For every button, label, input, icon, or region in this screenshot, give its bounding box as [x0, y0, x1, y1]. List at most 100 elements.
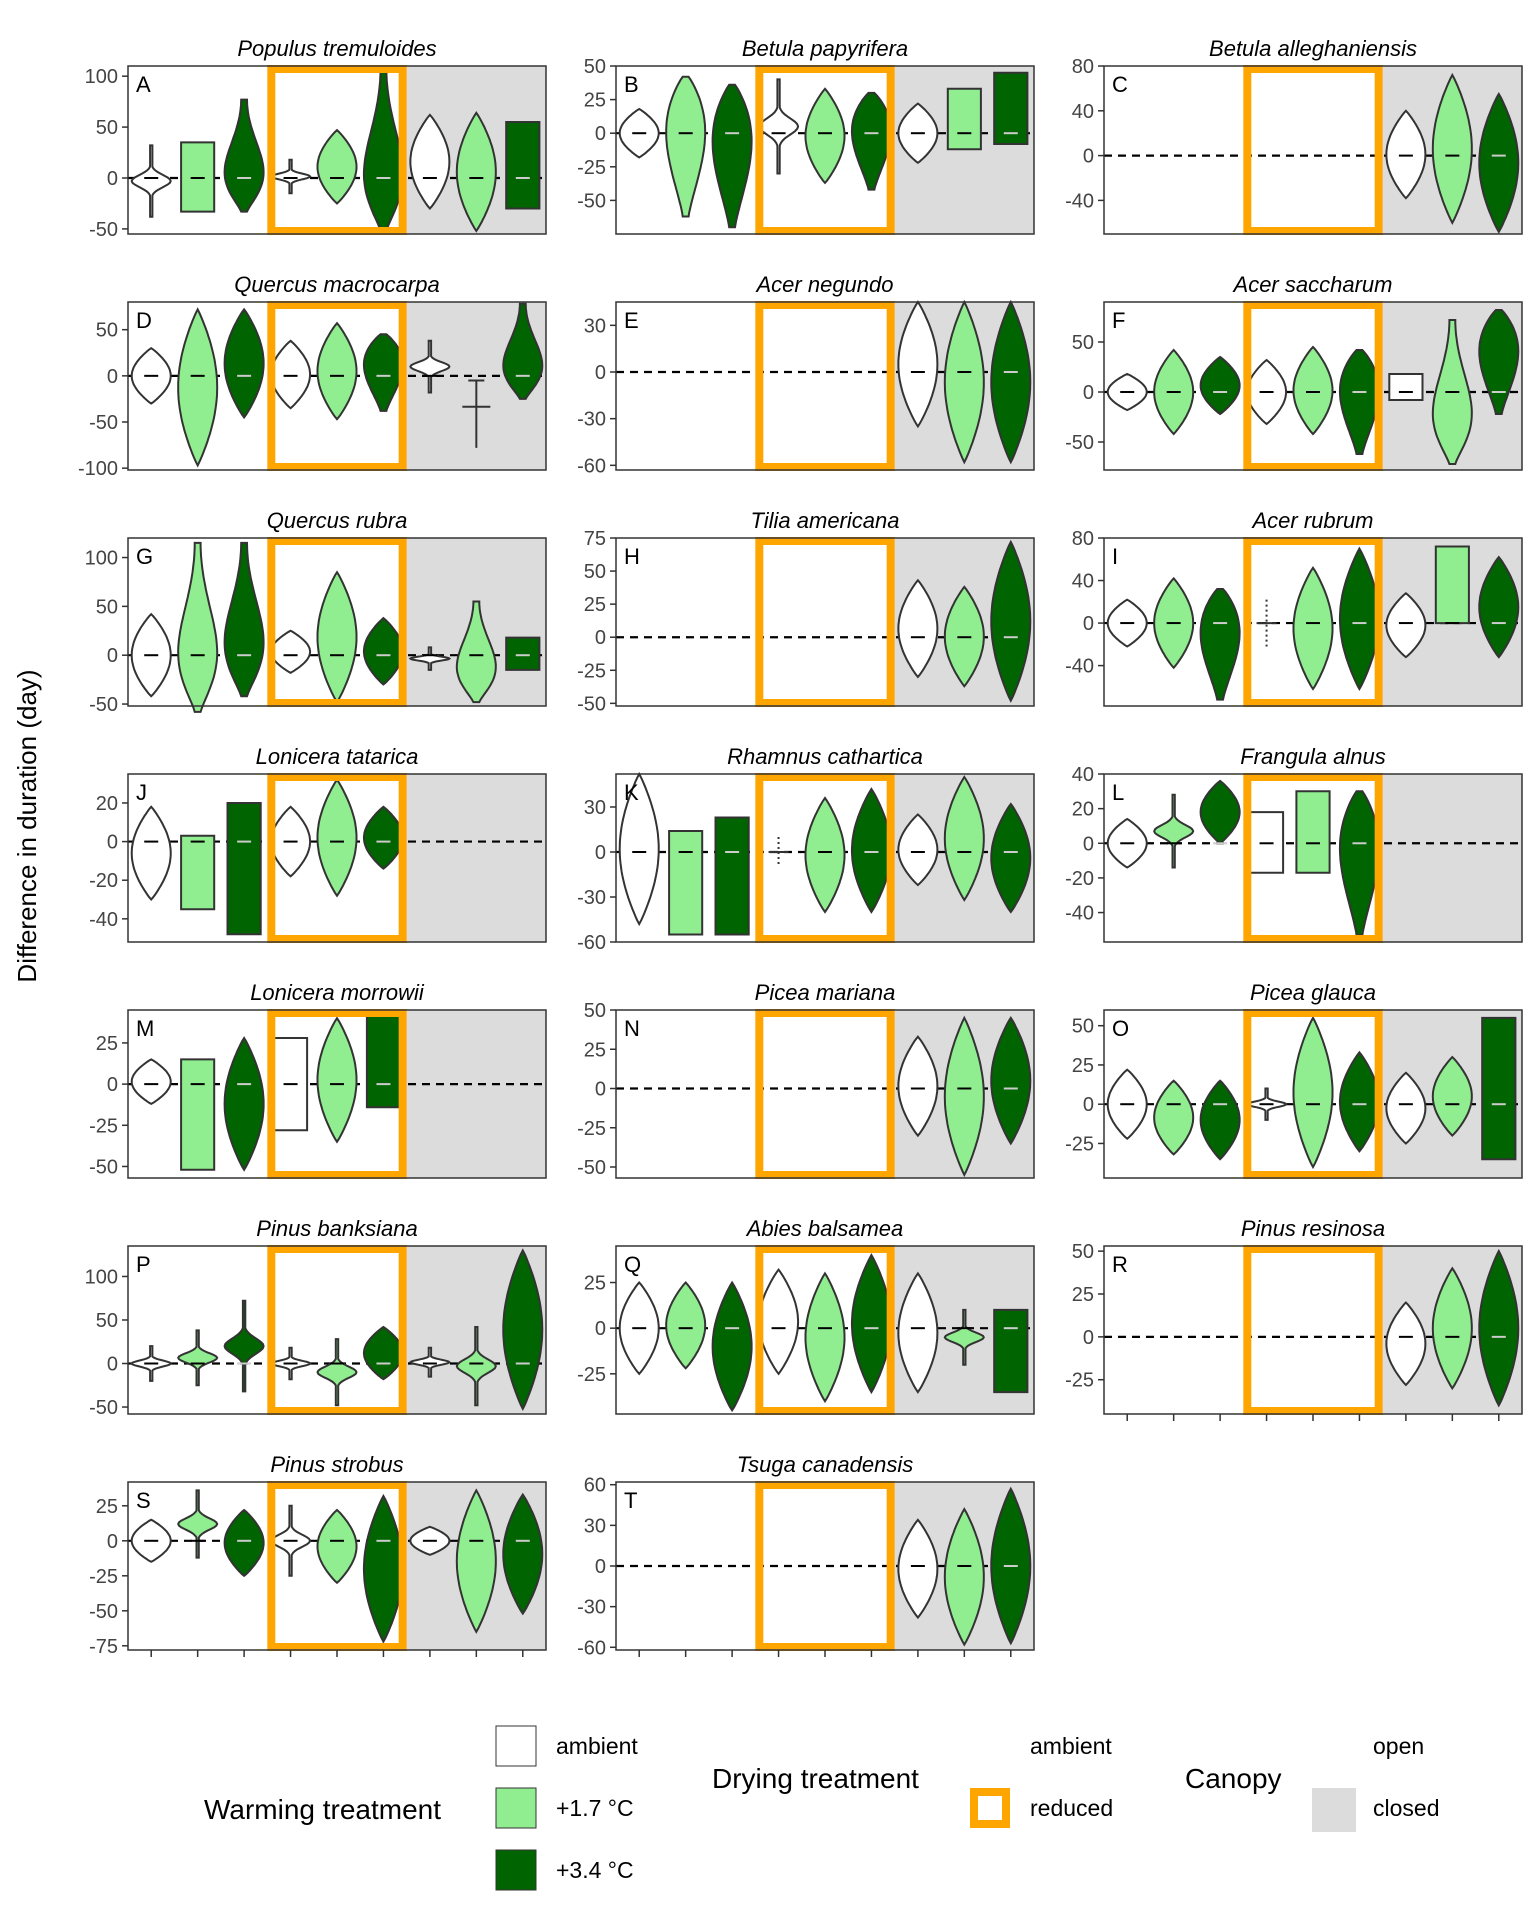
- violin-T-closed-ambient-w0: [897, 1518, 939, 1620]
- y-tick-label: 0: [107, 832, 118, 854]
- y-tick-label: -50: [89, 694, 118, 716]
- reduced-drying-box: [1243, 537, 1383, 707]
- panel-title: Quercus rubra: [267, 508, 408, 533]
- violin-M-open-ambient-w1: [180, 1058, 216, 1171]
- violin-S-open-reduced-w1: [316, 1508, 358, 1585]
- y-tick-label: -50: [577, 1157, 606, 1179]
- y-tick-label: 0: [595, 842, 606, 864]
- violin-A-open-reduced-w2: [362, 68, 405, 232]
- y-axis-label: Difference in duration (day): [12, 669, 42, 982]
- y-tick-label: 50: [584, 56, 606, 78]
- panel-title: Quercus macrocarpa: [234, 272, 439, 297]
- legend: Warming treatment ambient +1.7 °C +3.4 °…: [204, 1725, 1439, 1891]
- violin-A-open-reduced-w1: [316, 128, 358, 205]
- panel-title: Rhamnus cathartica: [727, 744, 923, 769]
- y-tick-label: -75: [89, 1636, 118, 1658]
- violin-K-open-reduced-w2: [850, 787, 893, 914]
- panel-letter: L: [1112, 780, 1124, 805]
- y-tick-label: 50: [1072, 332, 1094, 354]
- violin-I-open-ambient-w2: [1199, 588, 1241, 701]
- violin-L-open-reduced-w1: [1295, 790, 1331, 874]
- panel-K: -60 -30 0 30 K Rhamnus cathartica: [577, 744, 1035, 954]
- violin-J-open-ambient-w0: [130, 805, 172, 902]
- violin-P-open-ambient-w2: [223, 1299, 265, 1393]
- panel-P: -50 0 50 100 P Pinus banksiana: [85, 1216, 547, 1419]
- y-tick-label: -30: [577, 1597, 606, 1619]
- y-tick-label: 0: [107, 168, 118, 190]
- y-tick-label: -50: [577, 693, 606, 715]
- y-tick-label: 50: [584, 1000, 606, 1022]
- panel-I: -40 0 40 80 I Acer rubrum: [1065, 508, 1523, 707]
- panel-letter: P: [136, 1252, 151, 1277]
- violin-K-closed-ambient-w0: [897, 813, 939, 887]
- violin-I-closed-ambient-w2: [1478, 555, 1520, 659]
- violin-M-open-reduced-w1: [316, 1016, 358, 1144]
- panel-B: -50 -25 0 25 50 B Betula papyrifera: [577, 36, 1035, 235]
- y-tick-label: 25: [584, 1273, 606, 1295]
- violin-L-open-reduced-w2: [1338, 790, 1381, 937]
- violin-C-closed-ambient-w2: [1478, 92, 1520, 234]
- y-tick-label: -20: [1065, 868, 1094, 890]
- violin-M-open-ambient-w0: [130, 1058, 172, 1106]
- panel-F: -50 0 50 F Acer saccharum: [1065, 272, 1523, 471]
- y-tick-label: 0: [595, 362, 606, 384]
- closed-canopy-bg: [406, 774, 546, 942]
- panel-border: [1103, 537, 1523, 707]
- panel-Q: -25 0 25 Q Abies balsamea: [577, 1216, 1035, 1415]
- panel-letter: J: [136, 780, 147, 805]
- violin-K-open-ambient-w1: [668, 830, 704, 936]
- y-tick-label: -50: [89, 1601, 118, 1623]
- legend-canopy-title: Canopy: [1185, 1763, 1282, 1794]
- violin-F-open-reduced-w2: [1338, 349, 1381, 455]
- panel-letter: I: [1112, 544, 1118, 569]
- y-tick-label: 0: [107, 1354, 118, 1376]
- panel-title: Pinus banksiana: [256, 1216, 417, 1241]
- panel-letter: O: [1112, 1016, 1129, 1041]
- closed-canopy-bg: [406, 1010, 546, 1178]
- violin-B-closed-ambient-w2: [993, 71, 1029, 145]
- violin-P-closed-ambient-w1: [455, 1326, 497, 1407]
- violin-O-closed-ambient-w2: [1481, 1016, 1517, 1161]
- violin-O-open-reduced-w1: [1292, 1015, 1334, 1170]
- y-tick-label: 100: [85, 66, 118, 88]
- y-tick-label: 80: [1072, 56, 1094, 78]
- y-tick-label: 0: [107, 1074, 118, 1096]
- y-tick-label: -25: [89, 1566, 118, 1588]
- violin-S-open-reduced-w2: [362, 1493, 405, 1644]
- panel-title: Picea glauca: [1250, 980, 1376, 1005]
- violin-Q-open-reduced-w2: [850, 1253, 893, 1395]
- panel-title: Tilia americana: [751, 508, 900, 533]
- y-tick-label: -25: [577, 660, 606, 682]
- y-tick-label: -60: [577, 455, 606, 477]
- panel-border: [615, 301, 1035, 471]
- violin-N-closed-ambient-w0: [897, 1035, 939, 1138]
- violin-I-open-reduced-w2: [1338, 546, 1381, 692]
- panel-N: -50 -25 0 25 50 N Picea mariana: [577, 980, 1035, 1179]
- violin-J-open-ambient-w1: [180, 834, 216, 911]
- panel-A: -50 0 50 100 A Populus tremuloides: [85, 36, 547, 241]
- legend-swatch-warm34: [495, 1849, 537, 1891]
- violin-K-open-ambient-w0: [618, 771, 660, 927]
- panel-letter: M: [136, 1016, 154, 1041]
- panel-letter: D: [136, 308, 152, 333]
- reduced-drying-box: [1243, 301, 1383, 471]
- legend-swatch-closed: [1312, 1788, 1356, 1832]
- violin-D-open-reduced-w0: [269, 339, 312, 410]
- violin-Q-closed-ambient-w0: [897, 1271, 939, 1394]
- y-tick-label: 0: [1083, 613, 1094, 635]
- y-tick-label: 30: [584, 1515, 606, 1537]
- violin-D-open-reduced-w2: [362, 333, 405, 412]
- panel-S: -75 -50 -25 0 25 S Pinus strobus: [89, 1452, 547, 1658]
- y-tick-label: 0: [107, 1531, 118, 1553]
- legend-warming-17: +1.7 °C: [556, 1795, 634, 1821]
- y-tick-label: 50: [96, 1310, 118, 1332]
- panel-border: [1103, 773, 1523, 943]
- violin-D-closed-ambient-w0: [409, 339, 451, 394]
- y-tick-label: -30: [577, 887, 606, 909]
- violin-A-open-reduced-w0: [269, 158, 312, 195]
- panel-letter: N: [624, 1016, 640, 1041]
- y-tick-label: 50: [96, 596, 118, 618]
- y-tick-label: 30: [584, 797, 606, 819]
- violin-F-open-reduced-w1: [1292, 345, 1334, 436]
